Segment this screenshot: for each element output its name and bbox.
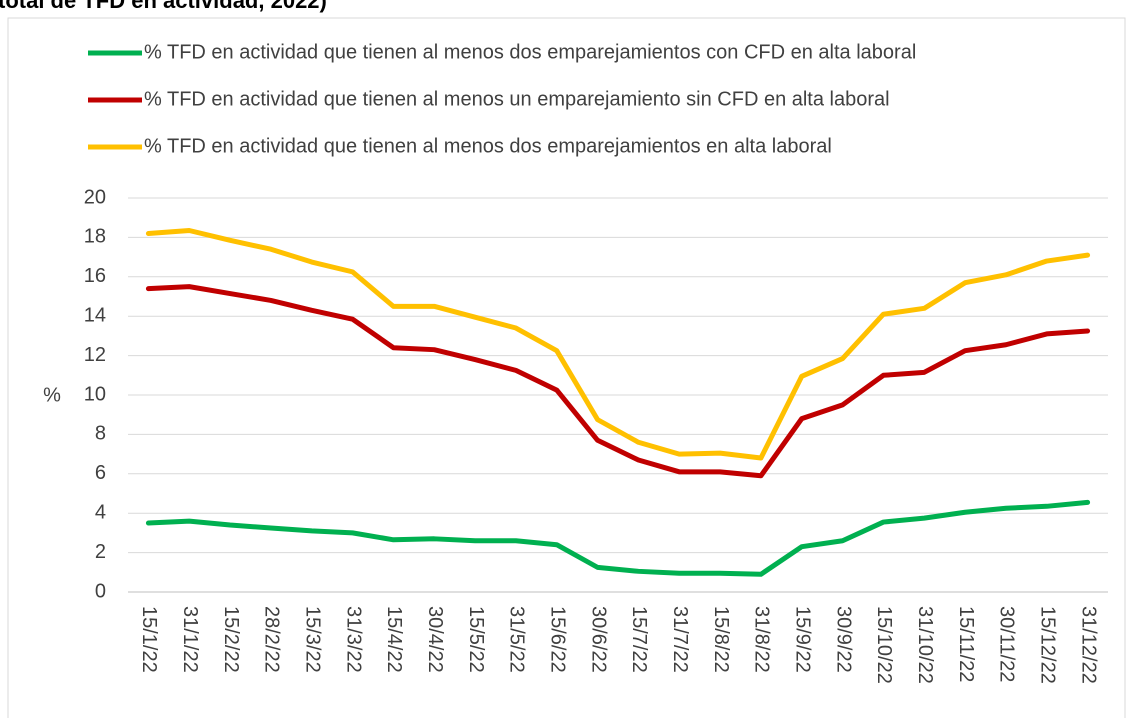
x-tick-label: 15/1/22: [138, 606, 160, 673]
x-tick-label: 31/7/22: [669, 606, 691, 673]
chart-border: [7, 17, 1126, 718]
x-tick-label: 31/5/22: [506, 606, 528, 673]
x-tick-label: 31/10/22: [914, 606, 936, 684]
x-tick-label: 31/3/22: [342, 606, 364, 673]
y-tick-label: 20: [84, 186, 106, 208]
series-line: [145, 284, 1091, 479]
x-tick-label: 30/6/22: [587, 606, 609, 673]
x-tick-label: 15/6/22: [546, 606, 568, 673]
y-tick-label: 6: [95, 462, 106, 484]
x-tick-label: 15/3/22: [301, 606, 323, 673]
x-tick-label: 30/4/22: [424, 606, 446, 673]
series-line: [145, 228, 1091, 461]
series-line: [145, 499, 1091, 577]
x-tick-label: 15/11/22: [955, 606, 977, 682]
y-tick-label: 12: [84, 344, 106, 366]
legend-label: % TFD en actividad que tienen al menos d…: [144, 41, 916, 63]
x-tick-label: 15/12/22: [1036, 606, 1058, 684]
y-tick-label: 10: [84, 383, 106, 405]
y-tick-label: 2: [95, 541, 106, 563]
x-tick-label: 31/8/22: [751, 606, 773, 673]
x-tick-label: 30/9/22: [832, 606, 854, 673]
x-tick-label: 31/1/22: [179, 606, 201, 673]
x-tick-label: 28/2/22: [261, 606, 283, 673]
chart-title: total de TFD en actividad, 2022): [0, 0, 327, 13]
x-tick-label: 15/9/22: [791, 606, 813, 673]
y-axis-label: %: [43, 384, 61, 406]
y-tick-label: 14: [84, 304, 106, 326]
x-tick-label: 30/11/22: [996, 606, 1018, 682]
x-tick-label: 15/2/22: [220, 606, 242, 673]
y-tick-label: 0: [95, 580, 106, 602]
x-tick-label: 15/8/22: [710, 606, 732, 673]
y-tick-label: 18: [84, 226, 106, 248]
x-tick-label: 15/4/22: [383, 606, 405, 673]
y-tick-label: 4: [95, 501, 106, 523]
x-tick-label: 15/10/22: [873, 606, 895, 684]
y-tick-label: 8: [95, 423, 106, 445]
x-tick-label: 15/7/22: [628, 606, 650, 673]
legend-label: % TFD en actividad que tienen al menos d…: [144, 135, 832, 157]
legend-label: % TFD en actividad que tienen al menos u…: [144, 88, 890, 110]
x-tick-label: 15/5/22: [465, 606, 487, 673]
x-tick-label: 31/12/22: [1077, 606, 1099, 684]
y-tick-label: 16: [84, 265, 106, 287]
